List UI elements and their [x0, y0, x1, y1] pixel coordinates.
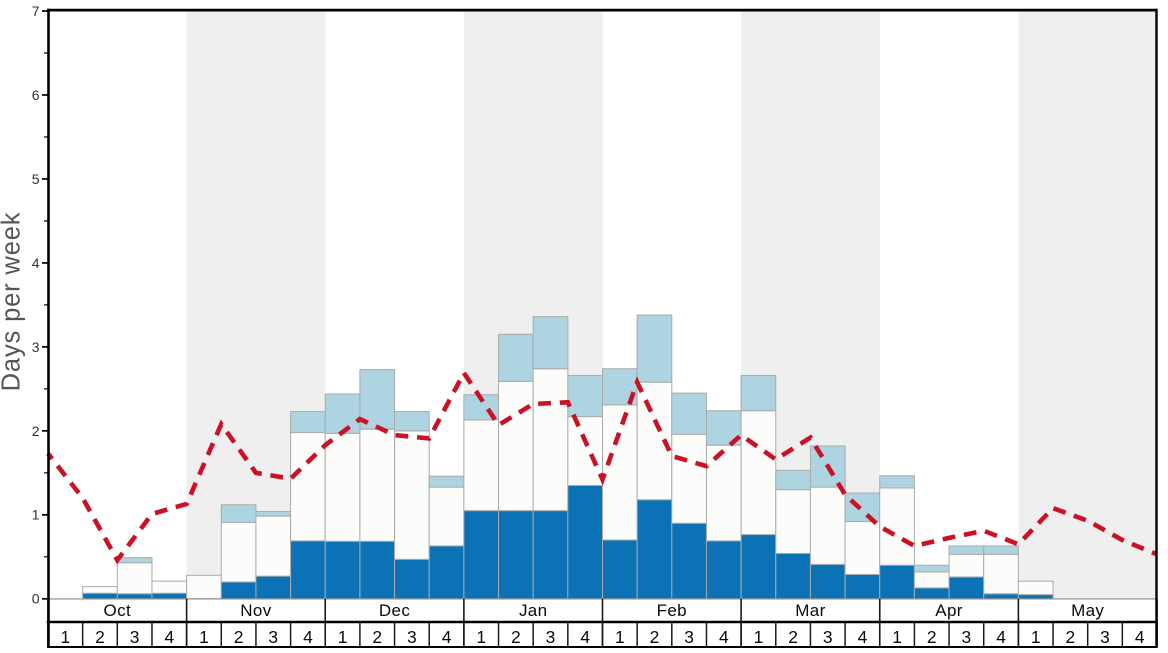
svg-text:2: 2	[1066, 627, 1076, 647]
svg-text:3: 3	[823, 627, 833, 647]
svg-text:4: 4	[442, 627, 452, 647]
svg-text:1: 1	[615, 627, 625, 647]
svg-text:4: 4	[1135, 627, 1145, 647]
svg-text:1: 1	[32, 507, 40, 523]
svg-text:1: 1	[1031, 627, 1041, 647]
svg-text:5: 5	[32, 171, 40, 187]
svg-text:2: 2	[511, 627, 521, 647]
svg-text:3: 3	[546, 627, 556, 647]
svg-text:3: 3	[962, 627, 972, 647]
svg-text:4: 4	[580, 627, 590, 647]
svg-text:3: 3	[407, 627, 417, 647]
svg-text:Feb: Feb	[657, 601, 687, 620]
svg-text:Days per week: Days per week	[0, 212, 25, 392]
svg-text:4: 4	[719, 627, 729, 647]
svg-text:2: 2	[32, 423, 40, 439]
svg-text:1: 1	[338, 627, 348, 647]
svg-text:2: 2	[234, 627, 244, 647]
svg-text:1: 1	[754, 627, 764, 647]
svg-text:6: 6	[32, 87, 40, 103]
svg-text:7: 7	[32, 3, 40, 19]
svg-text:1: 1	[199, 627, 209, 647]
svg-text:2: 2	[650, 627, 660, 647]
svg-text:3: 3	[268, 627, 278, 647]
svg-text:4: 4	[858, 627, 868, 647]
svg-text:3: 3	[1100, 627, 1110, 647]
svg-text:0: 0	[32, 591, 40, 607]
svg-text:2: 2	[372, 627, 382, 647]
svg-text:Oct: Oct	[104, 601, 132, 620]
svg-text:3: 3	[684, 627, 694, 647]
svg-text:Jan: Jan	[519, 601, 547, 620]
svg-text:1: 1	[476, 627, 486, 647]
svg-text:4: 4	[303, 627, 313, 647]
svg-text:3: 3	[130, 627, 140, 647]
svg-text:Apr: Apr	[935, 601, 963, 620]
svg-text:1: 1	[892, 627, 902, 647]
svg-text:Nov: Nov	[240, 601, 271, 620]
svg-text:2: 2	[95, 627, 105, 647]
svg-text:2: 2	[788, 627, 798, 647]
svg-text:Mar: Mar	[795, 601, 825, 620]
svg-text:3: 3	[32, 339, 40, 355]
svg-text:4: 4	[996, 627, 1006, 647]
svg-text:2: 2	[927, 627, 937, 647]
svg-text:Dec: Dec	[379, 601, 410, 620]
svg-text:May: May	[1071, 601, 1104, 620]
svg-text:4: 4	[32, 255, 40, 271]
svg-text:1: 1	[60, 627, 70, 647]
svg-text:4: 4	[164, 627, 174, 647]
